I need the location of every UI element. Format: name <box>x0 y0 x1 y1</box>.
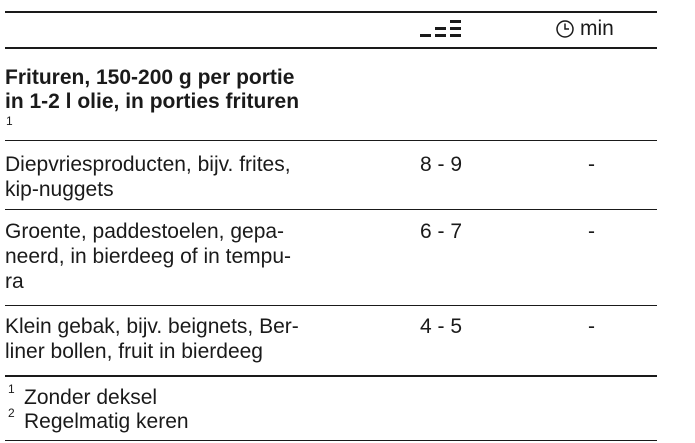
rule <box>5 11 657 13</box>
rule <box>5 47 657 49</box>
rule <box>5 140 657 141</box>
section-title: Frituren, 150-200 g per portie <box>5 66 295 89</box>
dish: neerd, in bierdeeg of in tempu- <box>5 245 292 268</box>
time: - <box>588 315 595 338</box>
level: 8 - 9 <box>420 153 463 176</box>
dish: Klein gebak, bijv. beignets, Ber- <box>5 315 299 338</box>
footnote-text: Regelmatig keren <box>24 410 189 433</box>
footnote-text: Zonder deksel <box>24 386 158 409</box>
rule <box>5 375 657 377</box>
level: 4 - 5 <box>420 315 463 338</box>
footnote-ref: 1 <box>6 114 13 128</box>
rule <box>5 440 657 441</box>
dish: liner bollen, fruit in bierdeeg <box>5 340 263 363</box>
dish: kip-nuggets <box>5 178 114 201</box>
level: 6 - 7 <box>420 220 463 243</box>
section-title: in 1-2 l olie, in porties frituren <box>5 90 300 113</box>
time: - <box>588 153 595 176</box>
footnote-mark: 2 <box>8 406 15 420</box>
dish: Groente, paddestoelen, gepa- <box>5 220 285 243</box>
rule <box>5 305 657 306</box>
footnote-mark: 1 <box>8 382 15 396</box>
rule <box>5 209 657 210</box>
time: - <box>588 220 595 243</box>
dish: Diepvriesproducten, bijv. frites, <box>5 153 291 176</box>
time-unit: min <box>580 17 614 40</box>
level-icon <box>420 20 461 37</box>
dish: ra <box>5 270 24 293</box>
clock-icon <box>556 20 574 38</box>
